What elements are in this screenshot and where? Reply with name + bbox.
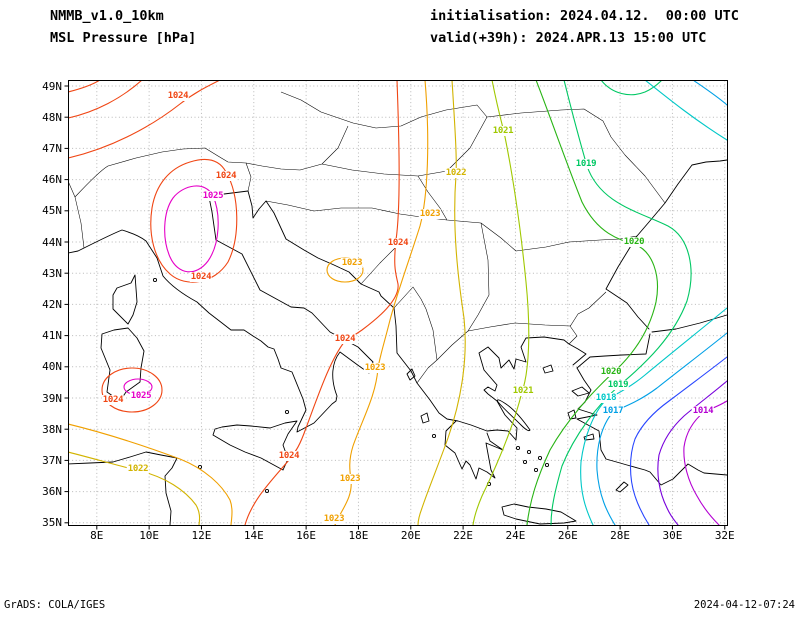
border-line	[416, 222, 490, 384]
border-line	[280, 91, 666, 204]
grads-credit: GrADS: COLA/IGES	[4, 599, 106, 611]
border-line	[417, 175, 638, 252]
isobar-1024	[68, 80, 101, 93]
isobars	[68, 80, 728, 526]
init-time: initialisation: 2024.04.12. 00:00 UTC	[430, 8, 739, 24]
coastline-turkey-marmara	[576, 333, 651, 369]
island-dot	[526, 449, 532, 455]
isobar-1025	[123, 378, 153, 396]
isobar-1025	[164, 185, 219, 273]
coastline-peloponnese	[444, 420, 504, 480]
island-sardinia	[100, 327, 145, 402]
coastline-blacksea-west	[605, 159, 728, 330]
island-kefalonia	[420, 412, 430, 424]
island-dot	[537, 455, 543, 461]
isobar-1014	[683, 400, 728, 526]
border-line	[569, 291, 607, 327]
border-line	[68, 181, 85, 249]
island-euboea	[497, 399, 531, 432]
border-line	[245, 125, 349, 171]
island-rhodes	[615, 481, 629, 493]
border-line	[393, 286, 438, 361]
plot-border	[68, 80, 728, 526]
island-dot	[522, 459, 528, 465]
isobar-1023	[68, 423, 233, 526]
lat-lon-grid	[68, 80, 728, 526]
isobar-1015	[657, 380, 728, 526]
coastline-italy	[68, 190, 374, 433]
isobar-1022	[417, 80, 466, 526]
isobar-1023	[334, 80, 429, 526]
island-corfu	[406, 368, 416, 381]
isobar-1022	[68, 451, 201, 526]
island-lemnos	[542, 364, 554, 374]
island-crete	[501, 503, 577, 525]
isobar-1017	[692, 80, 728, 106]
valid-time: valid(+39h): 2024.APR.13 15:00 UTC	[430, 30, 707, 46]
island-samos	[583, 433, 595, 441]
border-line	[467, 322, 578, 345]
border-line	[360, 246, 397, 285]
isobar-1019	[600, 80, 663, 96]
island-dot	[431, 433, 437, 439]
isobar-1024	[244, 80, 400, 526]
isobar-1024	[68, 80, 143, 119]
island-dot	[264, 488, 270, 494]
creation-timestamp: 2024-04-12-07:24	[693, 599, 795, 611]
island-dot	[152, 277, 158, 283]
island-dot	[515, 445, 521, 451]
isobar-1019	[550, 80, 692, 526]
border-line	[321, 116, 488, 177]
coastline-africa	[68, 451, 178, 526]
country-borders	[68, 91, 666, 384]
island-dot	[533, 467, 539, 473]
island-lesbos	[571, 386, 590, 397]
isobar-1024	[68, 80, 221, 159]
model-name: NMMB_v1.0_10km	[50, 8, 164, 24]
island-corsica	[112, 274, 138, 325]
isobar-1021	[472, 80, 530, 526]
island-sicily	[212, 420, 298, 471]
coastline-balkans-greece	[247, 190, 587, 441]
isobar-1018	[644, 80, 728, 141]
isobar-1024	[101, 367, 163, 413]
island-dot	[284, 409, 290, 415]
island-chios	[567, 409, 577, 420]
border-line	[74, 147, 252, 198]
coastlines	[68, 159, 728, 526]
border-line	[265, 200, 448, 221]
isobar-1018	[580, 307, 728, 526]
isobar-1020	[526, 80, 658, 526]
isobar-1016	[629, 356, 728, 526]
field-name: MSL Pressure [hPa]	[50, 30, 197, 46]
axis-ticks	[64, 85, 726, 530]
isobar-1024	[150, 158, 238, 283]
island-dot	[544, 462, 550, 468]
